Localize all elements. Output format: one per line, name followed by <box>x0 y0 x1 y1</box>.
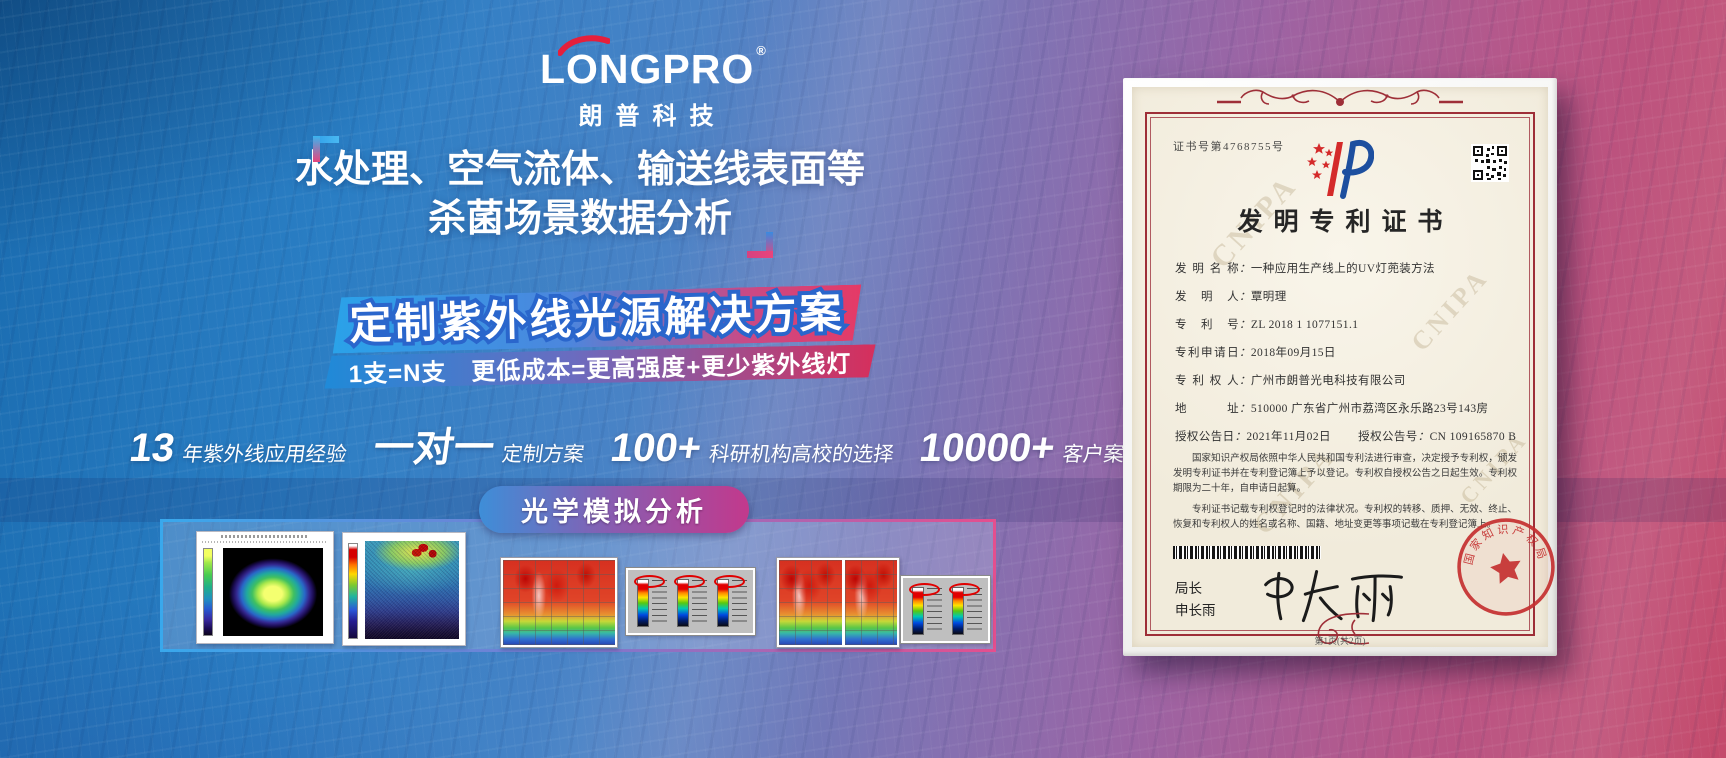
stat-value: 13 <box>126 426 178 470</box>
brand-logo: LONGPRO ® 朗普科技 <box>540 24 766 131</box>
stat-label: 科研机构高校的选择 <box>707 443 895 466</box>
sim-heatmap-2 <box>776 557 900 648</box>
field-label: 地址 <box>1175 403 1239 415</box>
stat-value: 100+ <box>607 426 704 470</box>
headline-line2: 杀菌场景数据分析 <box>427 197 732 240</box>
sim-colorbar <box>203 548 213 636</box>
stat-value: 10000+ <box>917 426 1058 470</box>
corner-flourish-icon <box>1317 612 1370 645</box>
field-label: 发明人 <box>1175 291 1239 303</box>
director-label: 局长 <box>1175 581 1202 596</box>
sim-heatmap-surface <box>844 560 897 645</box>
field-value: 2018年09月15日 <box>1250 347 1336 359</box>
certificate-border-inner <box>1150 117 1530 631</box>
sim-colorbar-panel-2 <box>900 575 991 644</box>
sim-heatmap-surface <box>503 560 615 645</box>
director-name: 申长雨 <box>1175 603 1216 618</box>
sim-scale <box>674 575 707 627</box>
highlight-ellipse-icon <box>714 575 745 588</box>
sim-blob-plot <box>223 548 323 636</box>
field-value: 广州市朗普光电科技有限公司 <box>1250 375 1406 387</box>
certificate-ornament-icon <box>1217 89 1463 106</box>
field-row: 地址 510000 广东省广州市荔湾区永乐路23号143房 <box>1175 400 1521 428</box>
sim-scale <box>714 575 747 627</box>
certificate-border <box>1145 112 1535 636</box>
field-label: 专利权人 <box>1175 375 1239 387</box>
stat-label: 定制方案 <box>499 443 586 466</box>
field-label: 专利号 <box>1175 319 1239 331</box>
field-row: 发明人覃明理 <box>1175 288 1521 316</box>
sim-scale <box>634 575 667 627</box>
sim-colorbar-panel-1 <box>625 567 756 636</box>
qr-code <box>1471 144 1509 182</box>
certificate-fields: 发明名称一种应用生产线上的UV灯蔸装方法 发明人覃明理 专利号 ZL 2018 1… <box>1175 260 1521 456</box>
registered-mark: ® <box>756 43 767 58</box>
certificate-paragraph-2: 专利证书记载专利权登记时的法律状况。专利权的转移、质押、无效、终止、恢复和专利权… <box>1173 504 1517 530</box>
sim-scale-labels <box>692 580 707 625</box>
stats-row: 13 年紫外线应用经验 一对一 定制方案 100+ 科研机构高校的选择 1000… <box>126 422 1187 474</box>
sim-colorbar <box>348 543 358 639</box>
headline: 水处理、空气流体、输送线表面等 杀菌场景数据分析 <box>255 136 905 258</box>
sim-scale <box>909 583 942 635</box>
field-value: 覃明理 <box>1250 291 1287 303</box>
quote-bracket-bottom-right-icon <box>747 232 773 258</box>
cnipa-logo-icon <box>1307 140 1374 199</box>
sim-noise-map <box>342 532 466 646</box>
field-row: 专利号 ZL 2018 1 1077151.1 <box>1175 316 1521 344</box>
grant-date-label: 授权公告日 <box>1175 431 1235 443</box>
signature-icon <box>1264 570 1403 623</box>
brand-wordmark: LONGPRO <box>540 46 755 92</box>
headline-line1: 水处理、空气流体、输送线表面等 <box>294 149 865 191</box>
sim-irradiance-map <box>196 531 334 644</box>
barcode <box>1173 546 1321 559</box>
official-seal-icon: 国家知识产权局 <box>1455 514 1555 616</box>
certificate-paragraphs: 国家知识产权局依照中华人民共和国专利法进行审查，决定授予专利权，颁发发明专利证书… <box>1173 452 1517 538</box>
field-value: 一种应用生产线上的UV灯蔸装方法 <box>1250 263 1435 275</box>
simulation-badge-label: 光学模拟分析 <box>521 497 707 527</box>
brand-name: LONGPRO ® <box>540 44 766 92</box>
sim-scale <box>949 583 982 635</box>
field-value: 510000 广东省广州市荔湾区永乐路23号143房 <box>1250 403 1489 415</box>
sim-scale-labels <box>927 588 942 633</box>
grant-no-label: 授权公告号 <box>1358 431 1418 443</box>
field-label: 专利申请日 <box>1175 347 1239 359</box>
certificate-paragraph-1: 国家知识产权局依照中华人民共和国专利法进行审查，决定授予专利权，颁发发明专利证书… <box>1173 454 1517 495</box>
stat-value: 一对一 <box>370 426 497 470</box>
sim-chart-subtitle-text <box>202 541 328 543</box>
logo-swoosh-icon <box>558 35 610 56</box>
field-value: ZL 2018 1 1077151.1 <box>1250 319 1359 331</box>
sim-scale-labels <box>652 580 667 625</box>
simulation-badge: 光学模拟分析 <box>479 486 749 533</box>
quote-bracket-top-left-icon <box>313 136 339 162</box>
field-row: 专利权人广州市朗普光电科技有限公司 <box>1175 372 1521 400</box>
patent-certificate: CNIPA CNIPA CNIPA CNIPA 证书号第4768755号 <box>1123 78 1557 656</box>
ribbon-title: 定制紫外线光源解决方案 <box>348 288 845 349</box>
highlight-ellipse-icon <box>634 575 665 588</box>
highlight-ellipse-icon <box>949 583 980 596</box>
field-label: 发明名称 <box>1175 263 1239 275</box>
sim-noise-plot <box>365 541 459 639</box>
page-info: 第1页(共2页) <box>1314 636 1366 646</box>
field-row: 发明名称一种应用生产线上的UV灯蔸装方法 <box>1175 260 1521 288</box>
sim-scale-labels <box>732 580 747 625</box>
highlight-ellipse-icon <box>909 583 940 596</box>
grant-row: 授权公告日 2021年11月02日 授权公告号 CN 109165870 B <box>1175 428 1521 456</box>
grant-no: CN 109165870 B <box>1429 431 1517 443</box>
sim-chart-title-text <box>221 535 309 538</box>
stat-one-on-one: 一对一 定制方案 <box>370 426 588 470</box>
grant-date: 2021年11月02日 <box>1246 431 1331 443</box>
sim-heatmap-1 <box>500 557 618 648</box>
certificate-title: 发明专利证书 <box>1237 209 1454 236</box>
stat-experience: 13 年紫外线应用经验 <box>126 426 350 470</box>
brand-name-cn: 朗普科技 <box>578 103 727 130</box>
field-row: 专利申请日 2018年09月15日 <box>1175 344 1521 372</box>
sim-heatmap-surface <box>779 560 842 645</box>
highlight-ellipse-icon <box>674 575 705 588</box>
sim-scale-labels <box>967 588 982 633</box>
stat-institutions: 100+ 科研机构高校的选择 <box>607 426 897 470</box>
director-block: 局长 申长雨 <box>1175 578 1216 622</box>
stat-label: 年紫外线应用经验 <box>180 443 349 466</box>
certificate-number: 证书号第4768755号 <box>1173 141 1285 153</box>
